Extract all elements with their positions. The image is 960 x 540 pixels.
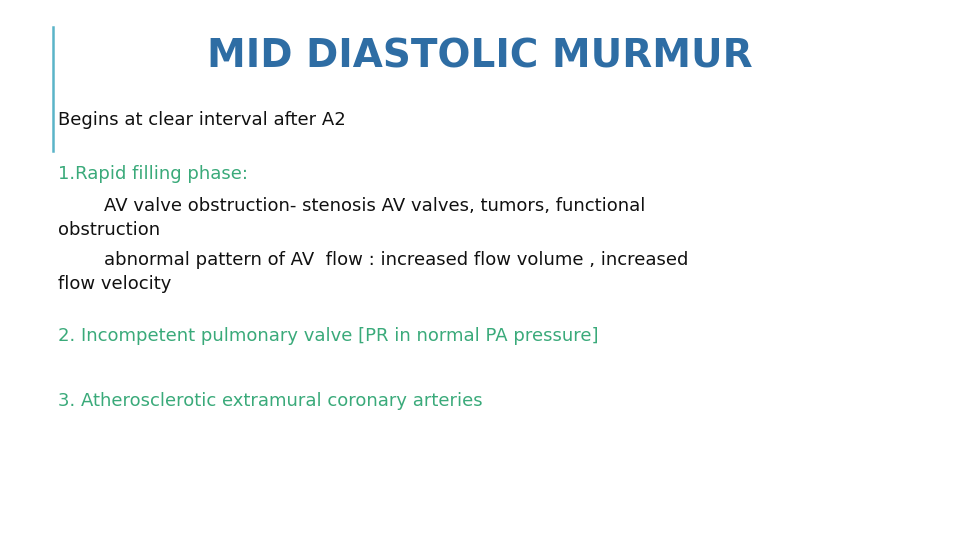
Text: 1.Rapid filling phase:: 1.Rapid filling phase:: [58, 165, 248, 183]
Text: Begins at clear interval after A2: Begins at clear interval after A2: [58, 111, 346, 129]
Text: abnormal pattern of AV  flow : increased flow volume , increased
flow velocity: abnormal pattern of AV flow : increased …: [58, 251, 688, 293]
Text: MID DIASTOLIC MURMUR: MID DIASTOLIC MURMUR: [207, 38, 753, 76]
Text: 2. Incompetent pulmonary valve [PR in normal PA pressure]: 2. Incompetent pulmonary valve [PR in no…: [58, 327, 598, 345]
Text: 3. Atherosclerotic extramural coronary arteries: 3. Atherosclerotic extramural coronary a…: [58, 392, 482, 409]
Text: AV valve obstruction- stenosis AV valves, tumors, functional
obstruction: AV valve obstruction- stenosis AV valves…: [58, 197, 645, 239]
